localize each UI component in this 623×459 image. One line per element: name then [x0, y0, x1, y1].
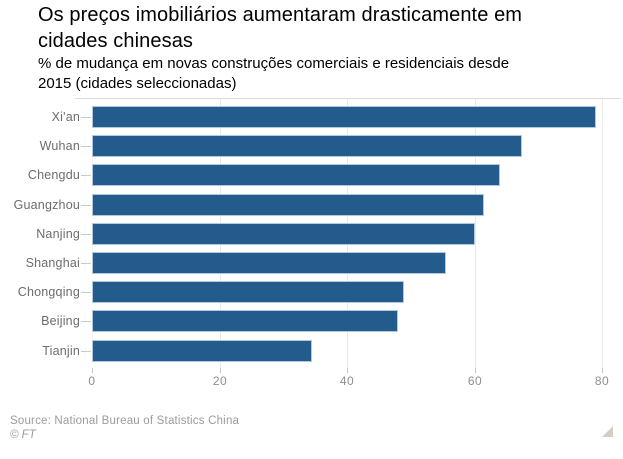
x-axis-tick-label: 0: [88, 374, 96, 388]
x-axis-tick: [475, 368, 476, 373]
bar: [92, 310, 398, 332]
x-axis-tick-label: 80: [594, 374, 610, 388]
bar: [92, 106, 596, 128]
bar: [92, 340, 312, 362]
category-label: Xi'an: [51, 110, 80, 124]
category-label: Guangzhou: [13, 198, 80, 212]
category-label: Chengdu: [27, 168, 80, 182]
x-axis-tick-label: 20: [212, 374, 228, 388]
bar: [92, 194, 484, 216]
x-axis-tick: [92, 368, 93, 373]
category-tick: [81, 117, 91, 118]
x-axis-tick: [220, 368, 221, 373]
bar: [92, 223, 475, 245]
x-axis-tick: [347, 368, 348, 373]
source-note: Source: National Bureau of Statistics Ch…: [10, 415, 240, 427]
category-label: Nanjing: [36, 227, 80, 241]
x-axis-tick-label: 40: [339, 374, 355, 388]
gridline: [602, 98, 603, 368]
category-label: Chongqing: [17, 285, 80, 299]
chart-title: Os preços imobiliários aumentaram drasti…: [38, 4, 523, 52]
category-tick: [81, 205, 91, 206]
chart-subtitle: % de mudança em novas construções comerc…: [38, 55, 510, 92]
category-tick: [81, 321, 91, 322]
bar: [92, 252, 446, 274]
x-axis-tick: [602, 368, 603, 373]
bar: [92, 135, 522, 157]
plot-top-border: [75, 98, 621, 99]
category-label: Tianjin: [42, 344, 80, 358]
bar: [92, 164, 500, 186]
category-tick: [81, 292, 91, 293]
category-tick: [81, 234, 91, 235]
category-tick: [81, 351, 91, 352]
category-tick: [81, 175, 91, 176]
category-tick: [81, 263, 91, 264]
x-axis-tick-label: 60: [467, 374, 483, 388]
ft-copyright: © FT: [10, 429, 36, 441]
category-label: Wuhan: [39, 139, 80, 153]
resize-handle-icon[interactable]: [602, 426, 613, 437]
category-label: Shanghai: [25, 256, 80, 270]
category-label: Beijing: [41, 314, 80, 328]
category-tick: [81, 146, 91, 147]
bar: [92, 281, 404, 303]
gridline: [475, 98, 476, 368]
